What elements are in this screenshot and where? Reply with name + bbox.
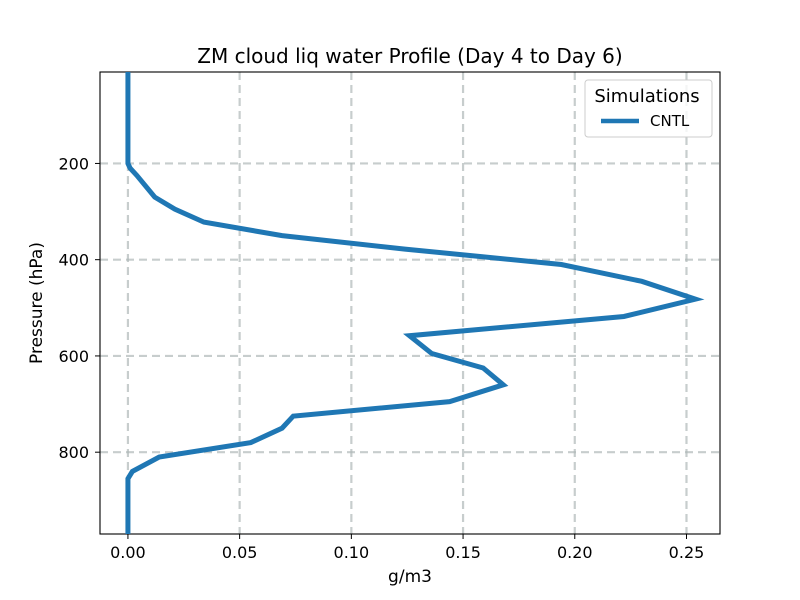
data-layer <box>125 72 705 534</box>
x-tick-label: 0.05 <box>222 543 258 562</box>
y-tick-label: 200 <box>58 154 89 173</box>
x-tick-label: 0.10 <box>334 543 370 562</box>
chart-title: ZM cloud liq water Profile (Day 4 to Day… <box>197 44 622 68</box>
plot-area <box>99 71 721 535</box>
legend-title: Simulations <box>594 86 699 107</box>
x-tick-label: 0.00 <box>110 543 146 562</box>
x-tick-label: 0.20 <box>557 543 593 562</box>
x-tick-label: 0.25 <box>669 543 705 562</box>
legend-label-cntl: CNTL <box>650 112 690 130</box>
series-line-cntl <box>125 72 705 534</box>
y-tick-label: 600 <box>58 347 89 366</box>
y-tick-label: 800 <box>58 443 89 462</box>
y-axis-label: Pressure (hPa) <box>27 242 47 364</box>
legend: Simulations CNTL <box>584 79 713 138</box>
ticks-layer: 0.00 0.05 0.10 0.15 0.20 0.25 200 400 600 800 <box>58 154 704 562</box>
grid-layer <box>100 72 720 534</box>
x-axis-label: g/m3 <box>388 567 432 587</box>
y-tick-label: 400 <box>58 251 89 270</box>
x-tick-label: 0.15 <box>445 543 481 562</box>
